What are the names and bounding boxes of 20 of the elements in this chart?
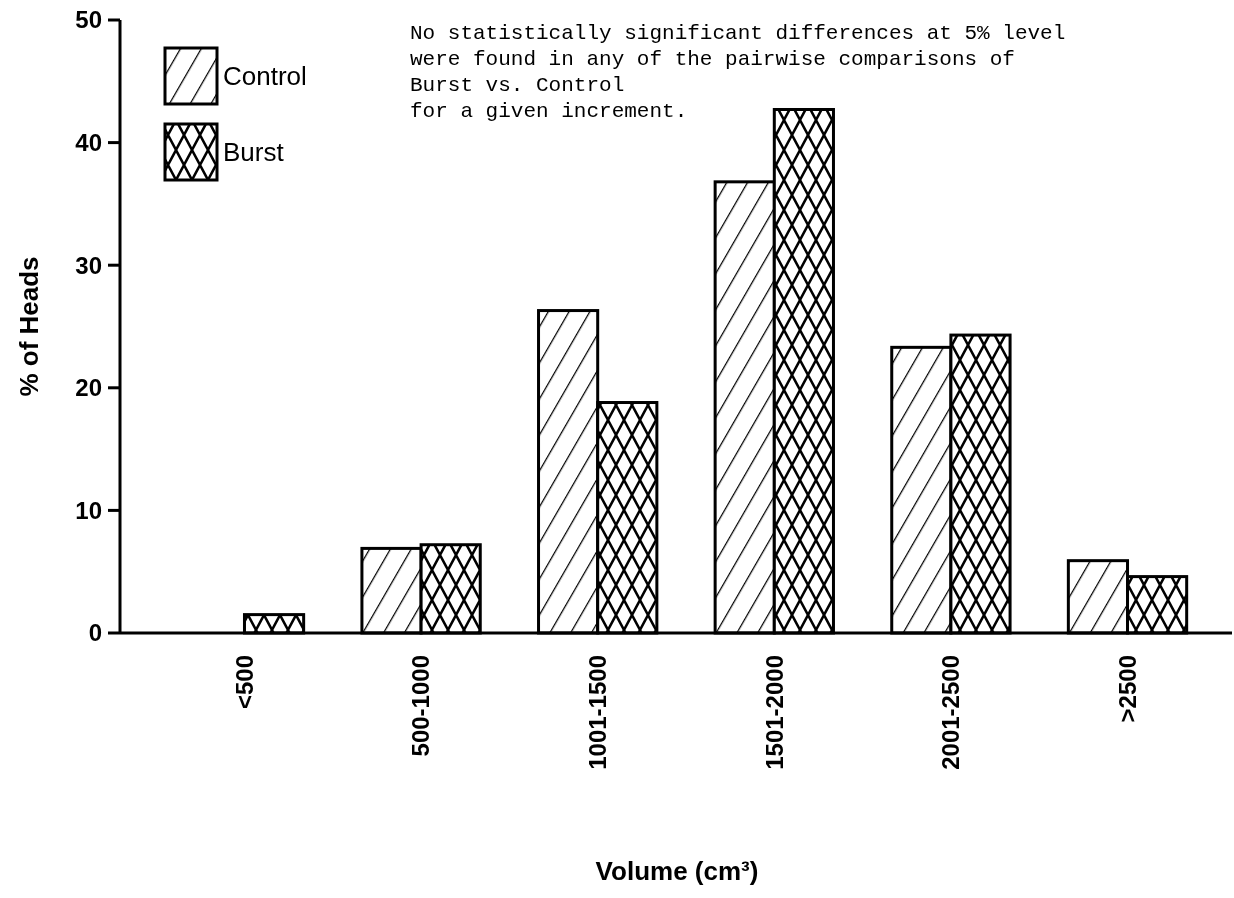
x-tick-label: 500-1000 xyxy=(407,655,435,757)
x-tick-label: 1001-1500 xyxy=(584,655,612,770)
y-tick-label: 50 xyxy=(75,6,102,34)
y-tick-label: 30 xyxy=(75,251,102,279)
x-axis-title: Volume (cm³) xyxy=(595,856,759,886)
annotation: No statistically significant differences at 5% level xyxy=(410,21,1066,45)
y-tick-label: 0 xyxy=(88,619,102,647)
y-axis-title: % of Heads xyxy=(14,256,44,397)
annotation: for a given increment. xyxy=(410,99,688,123)
x-tick-label: >2500 xyxy=(1113,655,1141,723)
y-tick-label: 20 xyxy=(75,374,102,402)
annotation: Burst vs. Control xyxy=(410,73,625,97)
annotation: were found in any of the pairwise comparisons of xyxy=(410,47,1015,71)
legend-label: Control xyxy=(223,61,307,92)
x-tick-label: 2001-2500 xyxy=(937,655,965,770)
legend-label: Burst xyxy=(223,137,285,168)
y-tick-label: 10 xyxy=(75,496,102,524)
x-tick-label: <500 xyxy=(230,655,258,710)
x-tick-label: 1501-2000 xyxy=(760,655,788,770)
y-tick-label: 40 xyxy=(75,129,102,156)
